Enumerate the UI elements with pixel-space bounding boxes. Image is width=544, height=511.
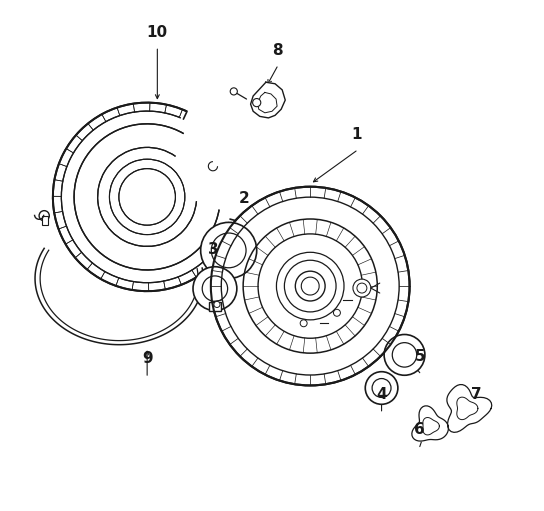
Circle shape (353, 279, 371, 297)
Circle shape (372, 379, 391, 398)
Text: 4: 4 (376, 387, 387, 402)
Text: 9: 9 (142, 351, 152, 366)
Circle shape (201, 222, 257, 278)
Bar (42, 216, 48, 225)
Circle shape (365, 371, 398, 404)
Circle shape (252, 99, 261, 107)
Text: 10: 10 (147, 25, 168, 40)
Circle shape (384, 335, 425, 375)
Polygon shape (447, 385, 492, 432)
Text: 2: 2 (239, 191, 249, 205)
Polygon shape (258, 92, 277, 113)
Circle shape (193, 267, 237, 311)
Circle shape (230, 88, 237, 95)
Circle shape (39, 211, 50, 221)
Circle shape (211, 233, 246, 268)
Text: 1: 1 (351, 127, 361, 142)
Circle shape (392, 343, 417, 367)
Circle shape (357, 283, 367, 293)
Circle shape (214, 301, 220, 308)
Circle shape (202, 276, 227, 301)
Text: 5: 5 (415, 349, 425, 363)
Polygon shape (251, 82, 285, 118)
Bar (209, 303, 220, 311)
Text: 6: 6 (415, 423, 425, 437)
Circle shape (333, 309, 341, 316)
Text: 3: 3 (208, 242, 219, 257)
Circle shape (211, 187, 410, 385)
Polygon shape (412, 406, 448, 441)
Polygon shape (53, 103, 238, 291)
Text: 8: 8 (272, 43, 282, 58)
Circle shape (300, 320, 307, 327)
Text: 7: 7 (471, 387, 481, 402)
